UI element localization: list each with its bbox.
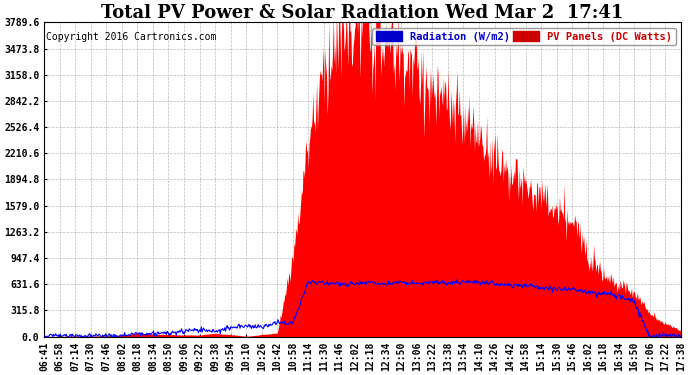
- Title: Total PV Power & Solar Radiation Wed Mar 2  17:41: Total PV Power & Solar Radiation Wed Mar…: [101, 4, 624, 22]
- Legend: Radiation (W/m2), PV Panels (DC Watts): Radiation (W/m2), PV Panels (DC Watts): [373, 27, 676, 45]
- Text: Copyright 2016 Cartronics.com: Copyright 2016 Cartronics.com: [46, 32, 216, 42]
